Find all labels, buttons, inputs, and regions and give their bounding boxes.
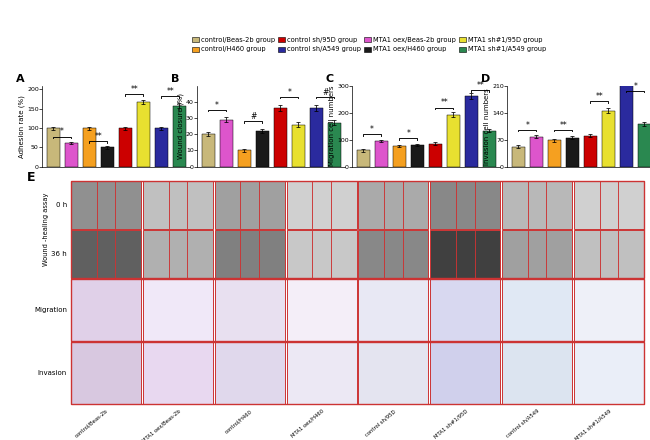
Text: control/H460: control/H460: [224, 408, 253, 434]
Text: **: **: [560, 121, 567, 130]
Text: **: **: [441, 99, 448, 107]
Bar: [274, 108, 287, 167]
Bar: [411, 145, 424, 167]
Bar: [238, 150, 251, 167]
Bar: [465, 96, 478, 167]
Text: **: **: [476, 81, 484, 90]
Text: *: *: [370, 125, 374, 134]
Text: control/Beas-2b: control/Beas-2b: [74, 408, 109, 439]
Bar: [136, 102, 150, 167]
Text: *: *: [60, 127, 64, 136]
Text: E: E: [27, 171, 36, 184]
Bar: [374, 141, 387, 167]
Y-axis label: Migration cell numbers: Migration cell numbers: [329, 86, 335, 166]
Text: #: #: [322, 88, 328, 96]
Bar: [429, 144, 442, 167]
Bar: [548, 140, 561, 167]
Bar: [483, 131, 496, 167]
Text: MTA1 oex/Beas-2b: MTA1 oex/Beas-2b: [140, 408, 181, 440]
Text: **: **: [94, 132, 102, 141]
Text: control sh/A549: control sh/A549: [505, 408, 540, 439]
Bar: [357, 150, 370, 167]
Legend: control/Beas-2b group, control/H460 group, control sh/95D group, control sh/A549: control/Beas-2b group, control/H460 grou…: [189, 34, 549, 55]
Bar: [47, 128, 60, 167]
Text: A: A: [16, 74, 24, 84]
Y-axis label: Adhesion rate (%): Adhesion rate (%): [18, 95, 25, 158]
Text: *: *: [406, 129, 410, 138]
Bar: [310, 108, 323, 167]
Text: MTA1 sh#1/A549: MTA1 sh#1/A549: [574, 408, 612, 440]
Bar: [64, 143, 77, 167]
Text: **: **: [166, 87, 174, 95]
Text: *: *: [215, 100, 219, 110]
Y-axis label: Wound closure (%): Wound closure (%): [177, 93, 184, 159]
Bar: [328, 123, 341, 167]
Y-axis label: Invasion cell numbers: Invasion cell numbers: [484, 88, 490, 165]
Text: *: *: [634, 82, 637, 91]
Text: *: *: [287, 88, 291, 96]
Text: MTA1 sh#1/95D: MTA1 sh#1/95D: [433, 408, 469, 440]
Bar: [101, 147, 114, 167]
Text: **: **: [131, 85, 138, 94]
Text: control sh/95D: control sh/95D: [364, 408, 396, 437]
Bar: [584, 136, 597, 167]
Text: 0 h: 0 h: [56, 202, 67, 208]
Bar: [220, 120, 233, 167]
Bar: [530, 136, 543, 167]
Bar: [393, 147, 406, 167]
Bar: [292, 125, 305, 167]
Bar: [202, 134, 214, 167]
Bar: [173, 106, 186, 167]
Bar: [602, 111, 615, 167]
Text: C: C: [326, 74, 334, 84]
Text: Migration: Migration: [34, 307, 67, 313]
Text: MTA1 oex/H460: MTA1 oex/H460: [290, 408, 325, 439]
Bar: [255, 131, 268, 167]
Bar: [447, 115, 460, 167]
Text: B: B: [171, 74, 179, 84]
Bar: [119, 128, 132, 167]
Bar: [83, 128, 96, 167]
Bar: [155, 128, 168, 167]
Text: #: #: [250, 112, 256, 121]
Bar: [566, 138, 578, 167]
Text: 36 h: 36 h: [51, 251, 67, 257]
Bar: [638, 124, 650, 167]
Bar: [620, 68, 633, 167]
Text: **: **: [595, 92, 603, 101]
Bar: [512, 147, 525, 167]
Text: D: D: [481, 74, 490, 84]
Text: Wound -healing assay: Wound -healing assay: [43, 193, 49, 266]
Text: *: *: [525, 121, 529, 130]
Text: Invasion: Invasion: [38, 370, 67, 376]
